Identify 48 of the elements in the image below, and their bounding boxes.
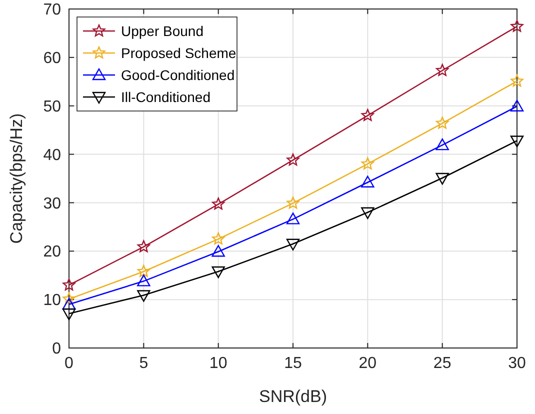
point xyxy=(212,198,225,210)
y-tick-label: 60 xyxy=(43,50,62,68)
point xyxy=(212,232,225,244)
x-tick-label: 5 xyxy=(139,355,148,372)
x-axis-title: SNR(dB) xyxy=(258,387,328,406)
x-tick-label: 30 xyxy=(508,355,526,372)
point xyxy=(361,108,374,121)
point xyxy=(137,240,150,252)
point xyxy=(510,74,524,87)
point xyxy=(137,264,150,277)
y-tick-label: 50 xyxy=(43,98,62,116)
legend-label: Good-Conditioned xyxy=(121,66,235,83)
point xyxy=(361,176,374,188)
x-tick-label: 15 xyxy=(284,355,302,372)
x-tick-label: 20 xyxy=(358,355,377,372)
y-tick-label: 0 xyxy=(52,340,62,358)
y-tick-label: 20 xyxy=(43,244,62,261)
point xyxy=(436,172,449,185)
point xyxy=(62,278,76,290)
point xyxy=(286,212,300,224)
y-tick-label: 70 xyxy=(43,2,62,19)
point xyxy=(137,274,150,286)
y-tick-label: 10 xyxy=(43,292,62,310)
point xyxy=(286,196,300,209)
point xyxy=(510,100,524,112)
y-axis-title: Capacity(bps/Hz) xyxy=(7,113,26,244)
point xyxy=(510,20,524,32)
x-tick-label: 25 xyxy=(433,355,452,372)
legend-label: Ill-Conditioned xyxy=(121,88,210,105)
point xyxy=(436,138,449,150)
point xyxy=(286,153,300,166)
point xyxy=(62,292,76,305)
legend-label: Upper Bound xyxy=(121,22,204,39)
point xyxy=(436,64,449,76)
point xyxy=(510,136,524,148)
point xyxy=(286,238,300,250)
point xyxy=(361,207,374,219)
point xyxy=(436,116,449,129)
x-tick-label: 10 xyxy=(209,355,228,372)
point xyxy=(212,266,225,278)
legend-label: Proposed Scheme xyxy=(121,44,236,61)
y-tick-label: 40 xyxy=(43,146,62,164)
x-tick-label: 0 xyxy=(64,355,74,372)
point xyxy=(361,157,374,170)
point xyxy=(212,245,225,257)
point xyxy=(137,290,150,302)
point xyxy=(62,308,76,320)
y-tick-label: 30 xyxy=(43,195,62,212)
